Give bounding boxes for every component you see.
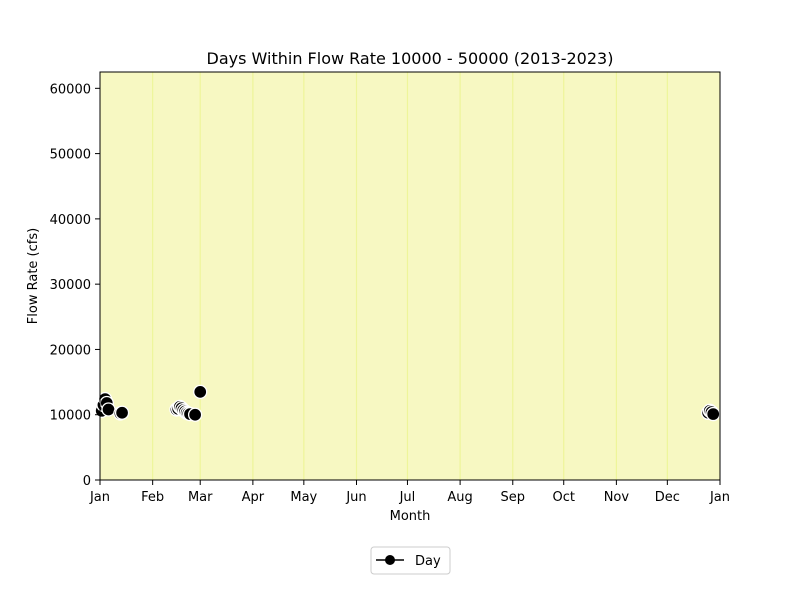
legend-marker <box>385 555 395 565</box>
x-tick-label: Feb <box>141 490 164 505</box>
y-axis: 0 10000 20000 30000 40000 50000 60000 <box>50 82 100 489</box>
chart-title: Days Within Flow Rate 10000 - 50000 (201… <box>207 49 614 68</box>
data-point <box>187 407 203 422</box>
legend-box <box>370 546 451 575</box>
y-tick-label: 30000 <box>50 278 91 293</box>
x-tick-label: May <box>290 490 317 505</box>
y-axis-label: Flow Rate (cfs) <box>26 228 41 324</box>
y-tick-label: 10000 <box>50 409 91 424</box>
data-point <box>114 405 130 420</box>
x-axis: Jan Feb Mar Apr May Jun Jul Aug Sep Oct Nov Dec Jan <box>89 480 730 505</box>
plot-frame <box>99 71 721 481</box>
y-tick-label: 50000 <box>50 148 91 163</box>
data-point <box>193 384 208 400</box>
x-tick-label: Nov <box>604 490 630 505</box>
gridlines <box>152 72 668 480</box>
x-axis-label: Month <box>390 509 431 524</box>
y-tick-label: 0 <box>83 474 91 489</box>
x-tick-label: Mar <box>188 490 213 505</box>
x-tick-label: Aug <box>447 490 472 505</box>
y-tick-label: 60000 <box>50 82 91 97</box>
x-tick-label: Jun <box>345 490 366 505</box>
x-tick-label: Dec <box>655 490 680 505</box>
x-tick-label: Jul <box>399 490 416 505</box>
y-tick-label: 20000 <box>50 343 91 358</box>
legend-label: Day <box>415 554 441 569</box>
x-tick-label: Jan <box>709 490 730 505</box>
x-tick-label: Apr <box>242 490 265 505</box>
data-points <box>94 384 721 422</box>
data-point <box>101 402 116 417</box>
y-tick-label: 40000 <box>50 213 91 228</box>
x-tick-label: Jan <box>89 490 110 505</box>
x-tick-label: Sep <box>501 490 526 505</box>
x-tick-label: Oct <box>552 490 574 505</box>
data-point <box>706 406 721 422</box>
legend: Day <box>370 546 451 575</box>
